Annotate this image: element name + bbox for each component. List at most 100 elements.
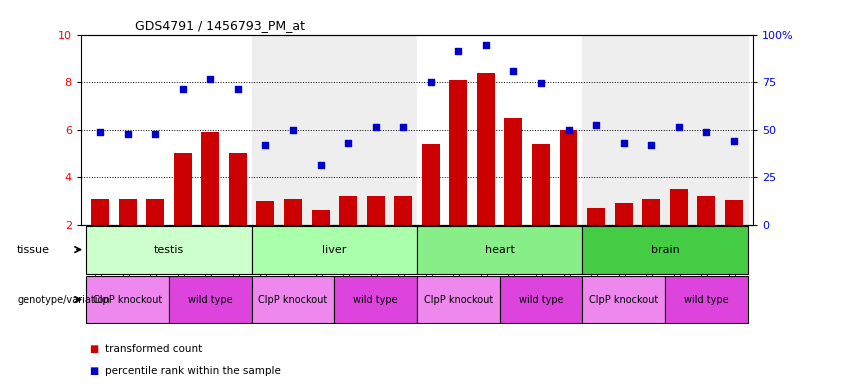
Bar [665, 35, 693, 225]
Bar [610, 35, 637, 225]
Bar [86, 276, 169, 323]
Bar [252, 226, 417, 273]
Bar [197, 35, 224, 225]
Bar [422, 144, 440, 225]
Bar [229, 153, 247, 225]
Bar [169, 35, 197, 225]
Bar [86, 35, 114, 225]
Text: ClpP knockout: ClpP knockout [93, 295, 163, 305]
Point [368, 124, 382, 130]
Point [121, 131, 134, 137]
Bar [582, 35, 610, 225]
Point [644, 142, 658, 148]
Text: ClpP knockout: ClpP knockout [589, 295, 659, 305]
Bar [472, 35, 500, 225]
Point [479, 42, 493, 48]
Bar [114, 35, 141, 225]
Text: ClpP knockout: ClpP knockout [424, 295, 493, 305]
Bar [582, 226, 748, 273]
Bar [141, 35, 169, 225]
Bar [500, 276, 582, 323]
Point [94, 129, 107, 135]
Bar [390, 35, 417, 225]
Bar [725, 200, 743, 225]
Text: testis: testis [154, 245, 184, 255]
Text: wild type: wild type [684, 295, 728, 305]
Text: wild type: wild type [188, 295, 232, 305]
Text: brain: brain [651, 245, 679, 255]
Point [672, 124, 686, 130]
Bar [340, 196, 357, 225]
Text: ClpP knockout: ClpP knockout [259, 295, 328, 305]
Bar [643, 199, 660, 225]
Point [148, 131, 162, 137]
Bar [720, 35, 748, 225]
Point [286, 127, 300, 133]
Point [534, 80, 548, 86]
Point [203, 75, 217, 81]
Bar [477, 73, 494, 225]
Bar [665, 276, 748, 323]
Text: wild type: wild type [353, 295, 398, 305]
Point [727, 138, 740, 144]
Bar [334, 276, 417, 323]
Bar [670, 189, 688, 225]
Point [589, 122, 603, 128]
Bar [417, 276, 500, 323]
Point [700, 129, 713, 135]
Bar [417, 35, 444, 225]
Point [506, 68, 520, 74]
Bar [306, 35, 334, 225]
Bar [202, 132, 220, 225]
Point [314, 162, 328, 168]
Bar [362, 35, 390, 225]
Bar [560, 130, 578, 225]
Point [341, 140, 355, 146]
Bar [614, 203, 632, 225]
Bar [449, 80, 467, 225]
Bar [582, 276, 665, 323]
Point [397, 124, 410, 130]
Bar [367, 196, 385, 225]
Bar [505, 118, 523, 225]
Bar [693, 35, 720, 225]
Text: ■: ■ [89, 344, 99, 354]
Text: heart: heart [485, 245, 515, 255]
Bar [637, 35, 665, 225]
Bar [311, 210, 329, 225]
Bar [146, 199, 164, 225]
Point [259, 142, 272, 148]
Bar [417, 226, 582, 273]
Bar [697, 196, 715, 225]
Bar [532, 144, 550, 225]
Point [424, 79, 437, 85]
Bar [334, 35, 362, 225]
Point [176, 86, 190, 92]
Bar [284, 199, 302, 225]
Bar [119, 199, 137, 225]
Bar [279, 35, 306, 225]
Bar [174, 153, 191, 225]
Point [452, 48, 465, 54]
Point [231, 86, 245, 92]
Bar [86, 226, 252, 273]
Text: wild type: wild type [518, 295, 563, 305]
Text: genotype/variation: genotype/variation [17, 295, 110, 305]
Bar [91, 199, 109, 225]
Bar [587, 208, 605, 225]
Bar [444, 35, 472, 225]
Bar [394, 196, 412, 225]
Bar [528, 35, 555, 225]
Text: liver: liver [323, 245, 346, 255]
Bar [252, 35, 279, 225]
Bar [169, 276, 252, 323]
Bar [256, 201, 274, 225]
Text: tissue: tissue [17, 245, 50, 255]
Text: ■: ■ [89, 366, 99, 376]
Text: percentile rank within the sample: percentile rank within the sample [105, 366, 281, 376]
Bar [500, 35, 528, 225]
Text: GDS4791 / 1456793_PM_at: GDS4791 / 1456793_PM_at [134, 19, 305, 32]
Bar [224, 35, 252, 225]
Bar [252, 276, 334, 323]
Point [562, 127, 575, 133]
